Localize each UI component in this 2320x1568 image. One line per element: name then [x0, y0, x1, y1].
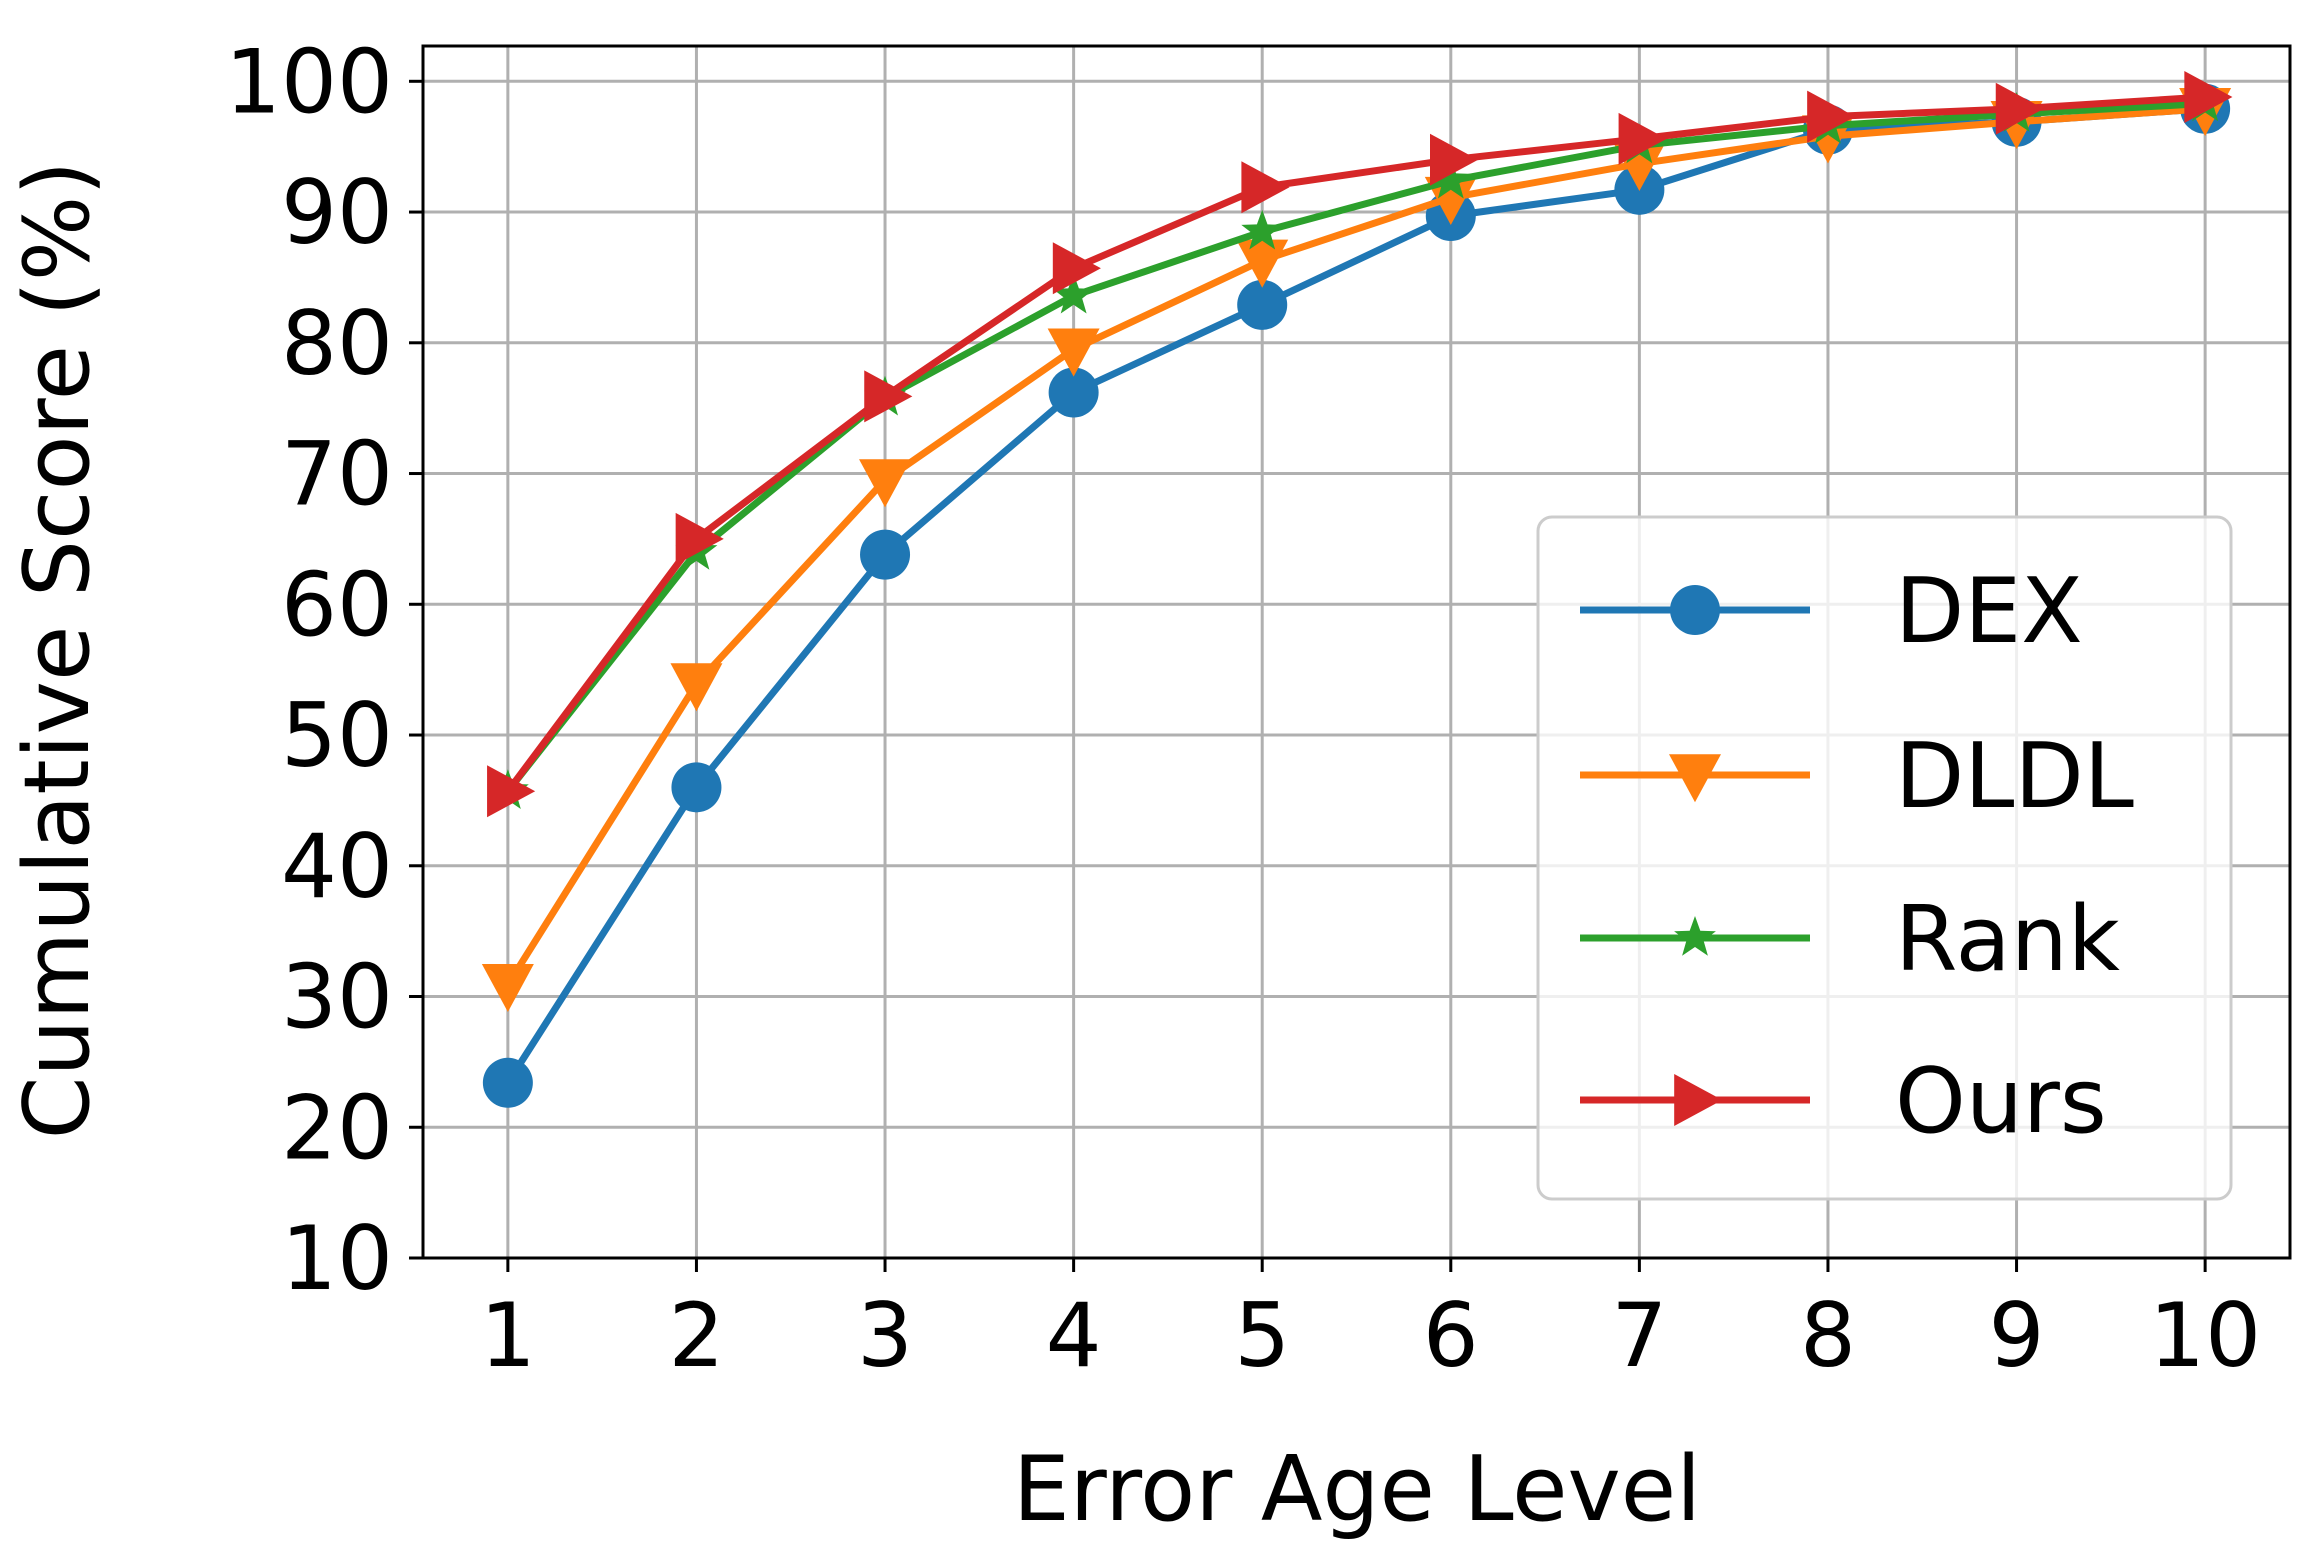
y-tick-label: 30: [281, 946, 393, 1049]
data-point-dldl: [670, 663, 723, 712]
x-tick-label: 1: [480, 1284, 536, 1387]
data-point-rank: [1241, 209, 1284, 250]
data-point-dldl: [859, 459, 912, 508]
data-point-ours: [1618, 112, 1667, 165]
series-line-dldl: [503, 105, 2209, 990]
x-axis-ticks: 1 2 3 4 5 6 7 8 9 10: [480, 1258, 2261, 1387]
series-group: [481, 70, 2233, 1108]
series-dex: [482, 83, 2231, 1108]
data-point-ours: [1995, 82, 2044, 135]
legend-label: DLDL: [1895, 724, 2134, 829]
x-tick-label: 7: [1611, 1284, 1667, 1387]
data-point-rank: [1052, 273, 1095, 314]
series-dldl: [481, 87, 2232, 1013]
data-point-ours: [1429, 133, 1479, 186]
series-line-rank: [502, 99, 2209, 797]
legend-item-dldl: DLDL: [1580, 724, 2134, 829]
y-tick-label: 20: [281, 1076, 393, 1179]
x-tick-label: 4: [1046, 1284, 1102, 1387]
legend-marker: [1669, 754, 1721, 803]
legend-label: DEX: [1895, 559, 2083, 664]
data-point-ours: [1807, 90, 1856, 143]
data-point-dex: [1237, 279, 1288, 330]
data-point-dex: [1048, 367, 1099, 418]
y-tick-label: 80: [281, 292, 393, 395]
x-tick-label: 5: [1234, 1284, 1290, 1387]
y-tick-label: 40: [281, 815, 393, 918]
data-point-dex: [671, 762, 722, 813]
data-point-dex: [482, 1057, 533, 1108]
series-ours: [487, 70, 2233, 818]
y-tick-label: 10: [281, 1207, 393, 1310]
x-tick-label: 8: [1800, 1284, 1856, 1387]
series-line-ours: [503, 93, 2209, 797]
legend-marker: [1670, 585, 1720, 635]
data-point-dldl: [1047, 328, 1100, 377]
y-tick-label: 60: [281, 553, 393, 656]
legend-label: Ours: [1895, 1049, 2107, 1154]
x-tick-label: 6: [1423, 1284, 1479, 1387]
legend-item-ours: Ours: [1580, 1049, 2107, 1154]
x-tick-label: 9: [1989, 1284, 2045, 1387]
legend-box: [1536, 515, 2233, 1201]
data-point-dex: [860, 529, 911, 580]
y-tick-label: 70: [281, 423, 393, 526]
x-axis-label: Error Age Level: [1013, 1437, 1701, 1542]
x-tick-label: 2: [668, 1284, 724, 1387]
legend-item-dex: DEX: [1580, 559, 2083, 664]
legend-label: Rank: [1895, 887, 2120, 992]
y-axis-label: Cumulative Score (%): [5, 161, 110, 1140]
legend-item-rank: Rank: [1580, 887, 2120, 992]
legend-marker: [1674, 1074, 1723, 1126]
data-point-ours: [1241, 161, 1290, 214]
data-point-ours: [2184, 70, 2233, 123]
data-point-rank: [1429, 158, 1472, 199]
legend-marker: [1674, 916, 1716, 956]
legend: DEX DLDL Rank Ours: [1536, 515, 2233, 1201]
data-point-ours: [1052, 242, 1101, 295]
data-point-dldl: [1236, 239, 1289, 288]
y-tick-label: 90: [281, 161, 393, 264]
x-tick-label: 3: [857, 1284, 913, 1387]
data-point-ours: [487, 765, 536, 818]
x-tick-label: 10: [2149, 1284, 2261, 1387]
data-point-dldl: [1424, 176, 1477, 225]
plot-frame: [421, 44, 2292, 1260]
data-point-ours: [675, 512, 724, 565]
y-tick-label: 100: [225, 30, 393, 133]
data-point-dldl: [481, 963, 534, 1013]
data-point-ours: [864, 370, 913, 423]
y-tick-label: 50: [281, 684, 393, 787]
y-axis-ticks: 10 20 30 40 50 60 70 80 90 100: [225, 30, 423, 1310]
